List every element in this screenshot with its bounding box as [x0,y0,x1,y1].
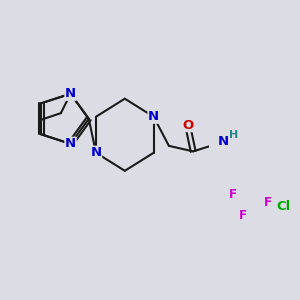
Text: F: F [229,188,237,201]
Text: N: N [65,137,76,150]
Text: O: O [182,118,193,131]
Text: N: N [65,87,76,100]
Text: F: F [264,196,272,209]
Text: H: H [229,130,238,140]
Text: N: N [90,146,102,159]
Text: F: F [238,209,246,222]
Text: Cl: Cl [277,200,291,213]
Text: N: N [218,135,229,148]
Text: N: N [148,110,159,123]
